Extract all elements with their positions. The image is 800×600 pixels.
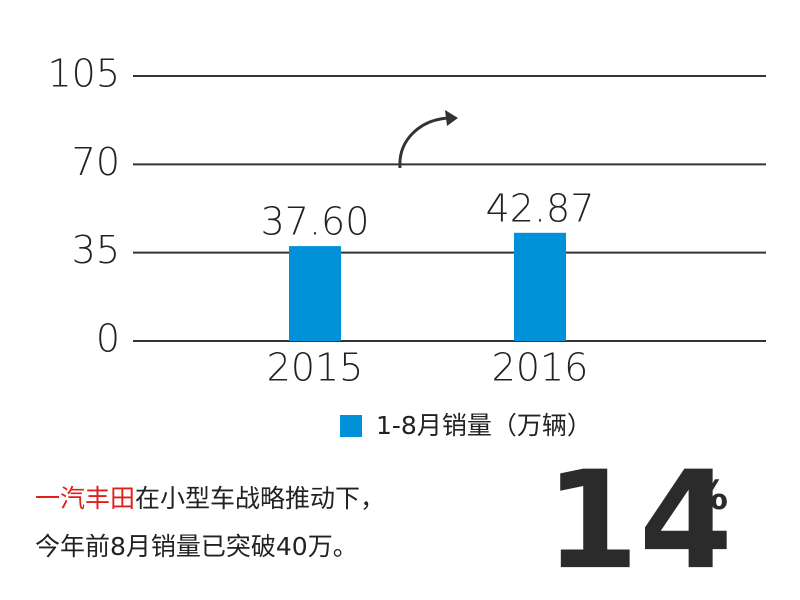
trend-arrow [398,116,449,169]
y-tick-label: 105 [47,52,120,96]
bar [289,246,341,341]
y-tick-label: 0 [96,317,120,361]
value-label: 37.60 [261,200,370,244]
caption-highlight: 一汽丰田 [35,484,135,513]
y-tick-label: 70 [72,140,120,184]
x-tick-label: 2015 [267,346,364,390]
trend-arrow-head [445,110,458,126]
caption-text: 在小型车战略推动下， [135,484,385,513]
legend-swatch [340,415,362,437]
growth-number: 14 [545,442,733,599]
caption-line-1: 一汽丰田在小型车战略推动下， [35,484,385,513]
bar [514,232,566,341]
growth-unit: % [688,473,728,519]
legend-label: 1-8月销量（万辆） [376,411,592,440]
caption-line-2: 今年前8月销量已突破40万。 [35,532,358,561]
y-tick-label: 35 [72,228,120,272]
x-tick-label: 2016 [492,346,589,390]
value-label: 42.87 [486,186,595,230]
